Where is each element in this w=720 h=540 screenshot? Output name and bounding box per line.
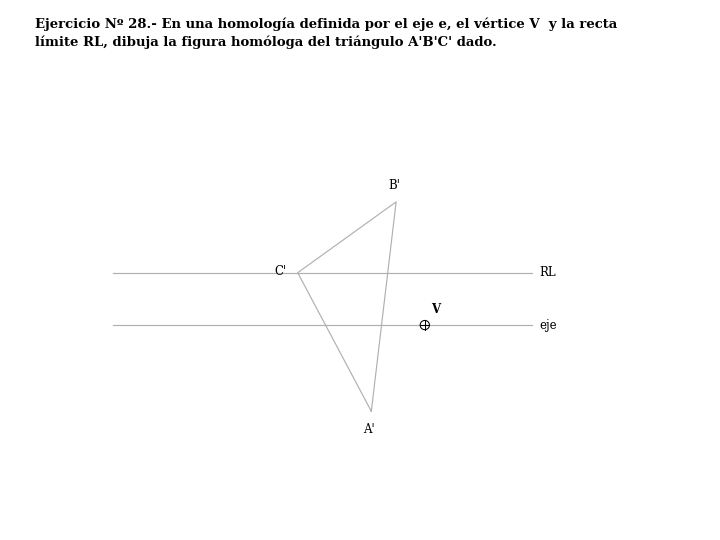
Text: límite RL, dibuja la figura homóloga del triángulo A'B'C' dado.: límite RL, dibuja la figura homóloga del… bbox=[35, 35, 496, 49]
Text: eje: eje bbox=[539, 319, 557, 332]
Text: V: V bbox=[431, 303, 440, 316]
Text: A': A' bbox=[363, 423, 375, 436]
Text: B': B' bbox=[389, 179, 400, 192]
Text: Ejercicio Nº 28.- En una homología definida por el eje e, el vértice V  y la rec: Ejercicio Nº 28.- En una homología defin… bbox=[35, 17, 617, 31]
Text: RL: RL bbox=[539, 266, 556, 279]
Text: C': C' bbox=[275, 265, 287, 278]
